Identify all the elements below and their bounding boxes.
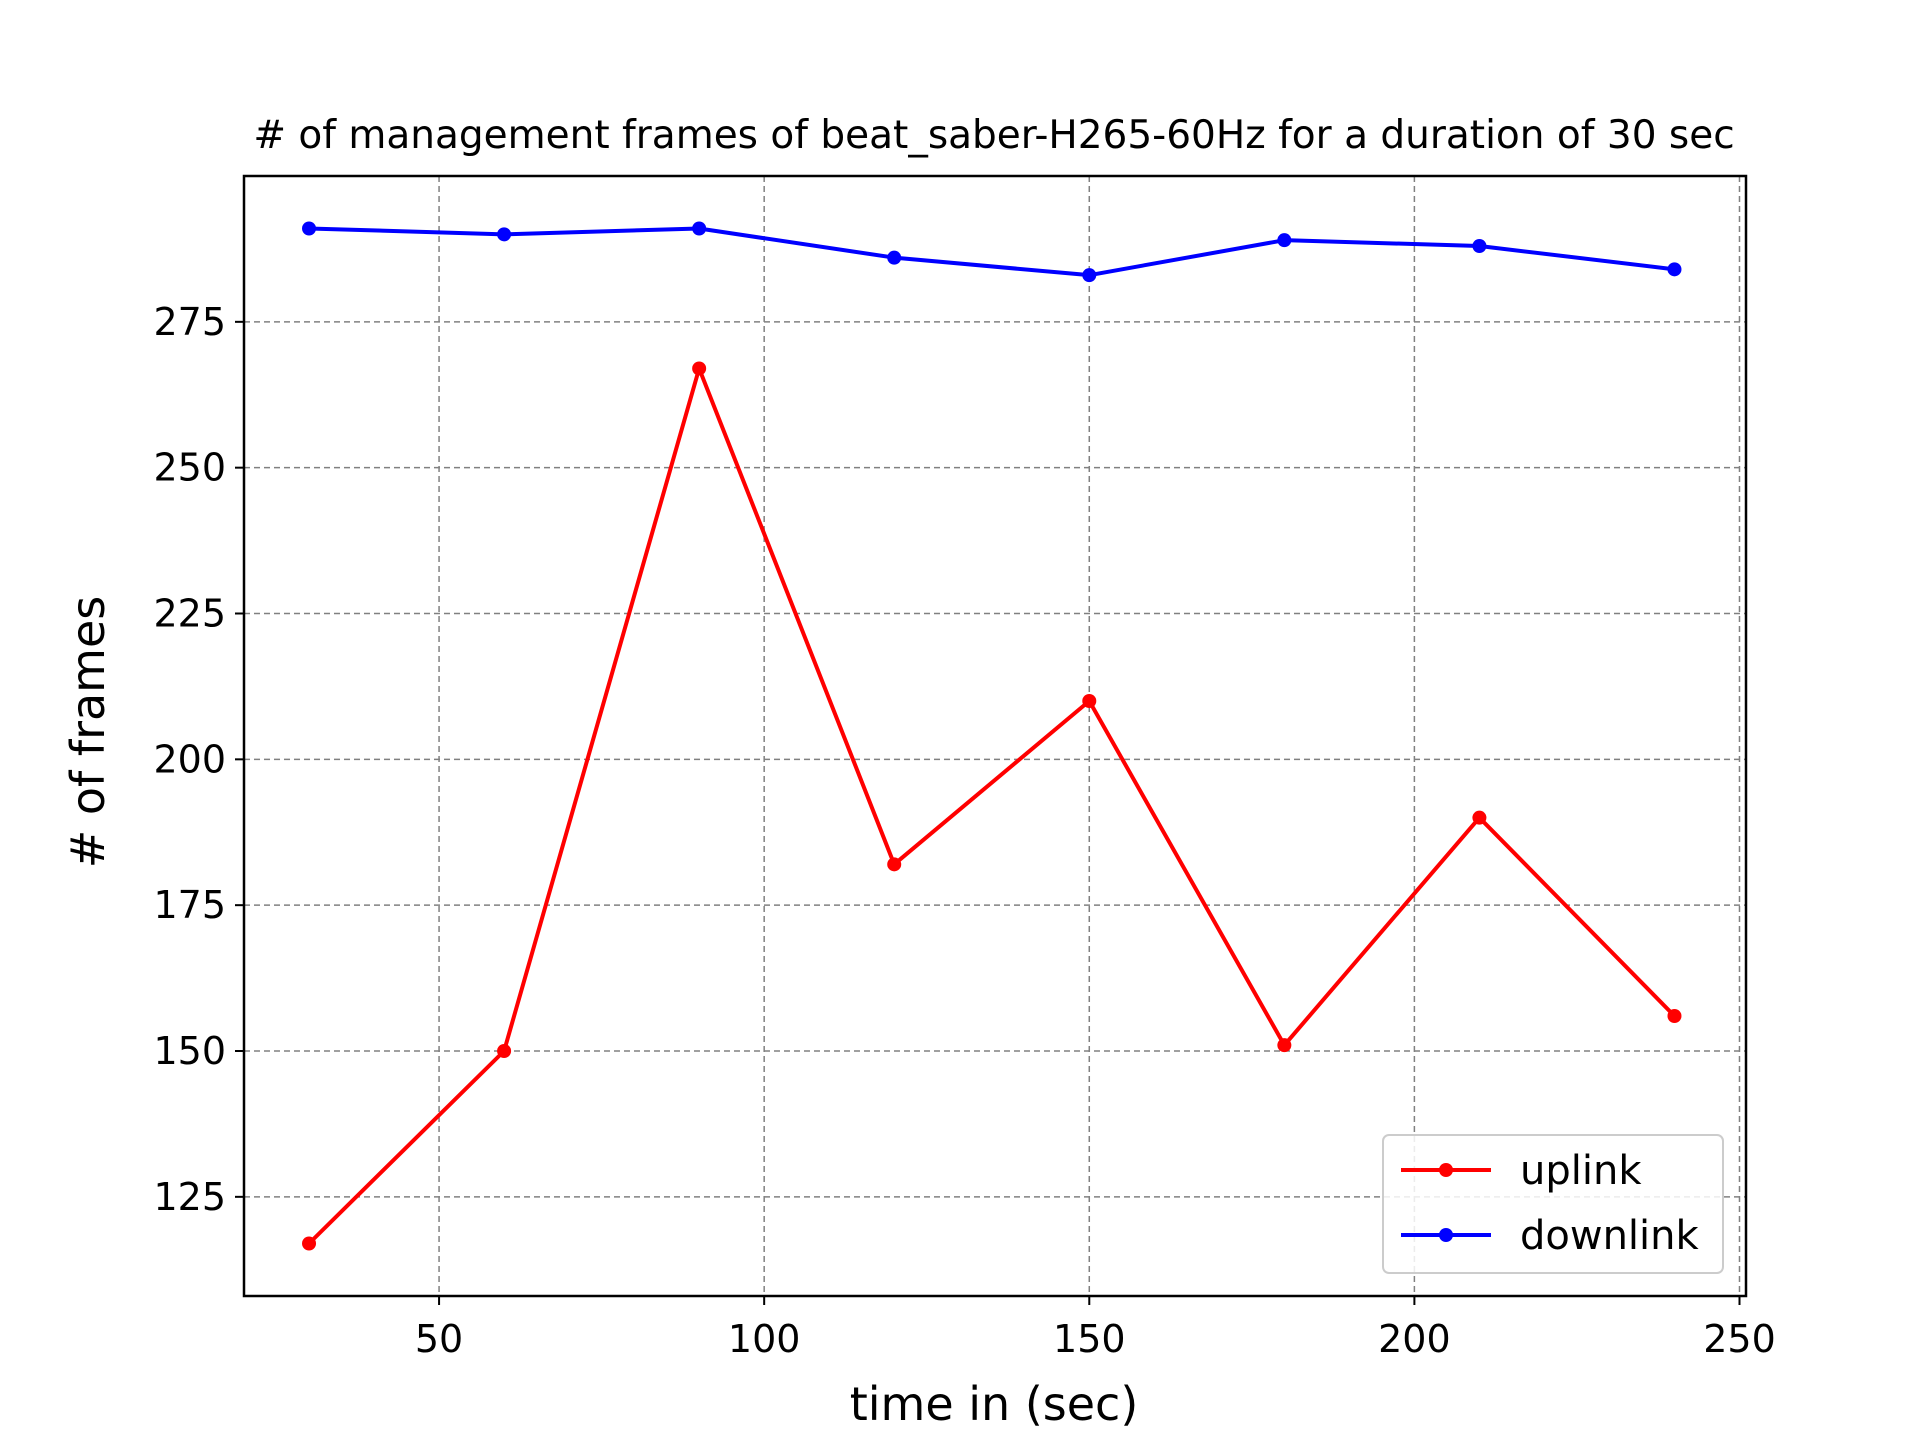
y-tick-label: 250 [153, 446, 226, 490]
series-lines [302, 221, 1682, 1251]
y-axis-label: # of frames [61, 596, 115, 869]
uplink-point [692, 361, 707, 376]
legend-swatch-marker [1439, 1228, 1453, 1242]
grid [244, 176, 1746, 1296]
y-tick-label: 200 [153, 737, 226, 781]
uplink-point [1277, 1038, 1292, 1053]
x-tick-label: 50 [415, 1317, 463, 1361]
uplink-line [307, 366, 1676, 1245]
legend-swatch-marker [1439, 1163, 1453, 1177]
x-tick-label: 200 [1378, 1317, 1451, 1361]
downlink-point [1472, 239, 1487, 253]
uplink-point [1082, 694, 1097, 708]
series-uplink [302, 361, 1682, 1251]
downlink-line [308, 226, 1675, 278]
downlink-point [692, 221, 707, 236]
downlink-point [497, 227, 512, 242]
legend-label: downlink [1520, 1213, 1700, 1259]
x-tick-label: 100 [728, 1317, 801, 1361]
y-tick-label: 125 [153, 1175, 226, 1219]
y-tick-label: 275 [153, 300, 226, 344]
axis-ticks: 50 100 150 200 250 125 150 175 200 225 250 275 [153, 300, 1775, 1361]
legend-label: uplink [1520, 1148, 1642, 1194]
series-downlink [302, 221, 1682, 283]
downlink-point [887, 250, 902, 265]
x-tick-label: 150 [1053, 1317, 1126, 1361]
downlink-point [1667, 262, 1682, 277]
uplink-point [1667, 1009, 1682, 1023]
downlink-point [302, 221, 317, 236]
uplink-point [1472, 810, 1487, 825]
x-tick-label: 250 [1703, 1317, 1776, 1361]
uplink-point [302, 1236, 317, 1251]
uplink-point [497, 1044, 512, 1058]
x-axis-label: time in (sec) [850, 1377, 1139, 1431]
plot-area-frame [242, 174, 1748, 1298]
uplink-point [887, 857, 902, 872]
downlink-point [1277, 233, 1292, 248]
chart-title: # of management frames of beat_saber-H26… [253, 113, 1734, 158]
y-tick-label: 175 [153, 883, 226, 927]
legend: uplink downlink [1382, 1134, 1724, 1274]
y-tick-label: 225 [153, 592, 226, 636]
y-tick-label: 150 [153, 1029, 226, 1073]
downlink-point [1082, 268, 1097, 283]
